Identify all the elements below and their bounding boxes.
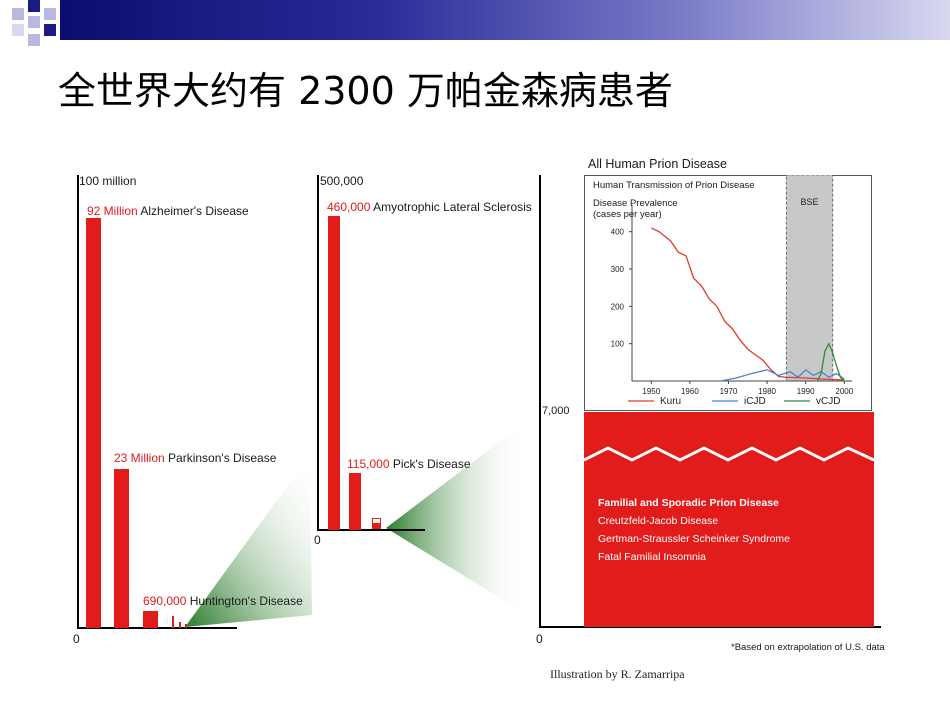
value-als: 460,000 bbox=[327, 200, 371, 214]
series-line-icjd bbox=[720, 368, 845, 382]
label-alzheimers: 92 Million Alzheimer's Disease bbox=[87, 204, 249, 218]
prion-block-title: Familial and Sporadic Prion Disease bbox=[598, 497, 779, 509]
chart2-zero-label: 0 bbox=[314, 533, 321, 547]
header-square bbox=[44, 8, 56, 20]
bse-shaded-region bbox=[785, 175, 834, 382]
page-title: 全世界大约有 2300 万帕金森病患者 bbox=[58, 69, 673, 113]
value-alzheimers: 92 Million bbox=[87, 204, 138, 218]
y-tick-label: 300 bbox=[611, 265, 625, 274]
illustration-credit: Illustration by R. Zamarripa bbox=[550, 667, 685, 681]
chart2-y-axis bbox=[317, 175, 319, 530]
value-parkinsons: 23 Million bbox=[114, 451, 165, 465]
bar-picks bbox=[349, 473, 361, 530]
inset-title: Human Transmission of Prion Disease bbox=[593, 180, 755, 191]
x-tick-label: 1950 bbox=[642, 387, 660, 396]
name-huntingtons: Huntington's Disease bbox=[189, 594, 303, 608]
header-gradient-bar bbox=[60, 0, 950, 40]
y-tick-label: 200 bbox=[611, 302, 625, 311]
header-square bbox=[12, 24, 24, 36]
x-tick-label: 1960 bbox=[681, 387, 699, 396]
legend-label-vcjd: vCJD bbox=[816, 396, 840, 407]
prion-item-gss: Gertman-Straussler Scheinker Syndrome bbox=[598, 533, 790, 545]
x-tick-label: 2000 bbox=[835, 387, 853, 396]
inset-plot: BSE 1950 1960 1970 1980 1990 2000 100 200 300 400 K… bbox=[611, 175, 854, 407]
bar-parkinsons bbox=[114, 469, 129, 628]
chart3-scale-label: 7,000 bbox=[542, 405, 570, 417]
name-picks: Pick's Disease bbox=[392, 457, 471, 471]
break-zigzag bbox=[584, 446, 874, 462]
chart1-y-axis bbox=[77, 175, 79, 628]
name-parkinsons: Parkinson's Disease bbox=[168, 451, 277, 465]
bar-small-2 bbox=[179, 622, 181, 628]
y-tick-label: 400 bbox=[611, 228, 625, 237]
chart3-y-axis bbox=[539, 175, 541, 627]
prion-block bbox=[584, 412, 874, 627]
chart2-x-axis bbox=[317, 529, 425, 531]
chart1-x-axis bbox=[77, 627, 237, 629]
chart3-title: All Human Prion Disease bbox=[588, 157, 727, 171]
header-square bbox=[28, 34, 40, 46]
footnote: *Based on extrapolation of U.S. data bbox=[731, 642, 885, 653]
header-square bbox=[44, 24, 56, 36]
bar-prion-marker bbox=[372, 518, 381, 529]
bar-small-3 bbox=[185, 624, 187, 628]
bar-alzheimers bbox=[86, 218, 101, 628]
bar-prion-fill bbox=[373, 523, 380, 528]
header-square bbox=[28, 16, 40, 28]
header-square bbox=[28, 0, 40, 12]
header-square bbox=[12, 8, 24, 20]
inset-ylabel: Disease Prevalence (cases per year) bbox=[593, 198, 678, 220]
legend-label-kuru: Kuru bbox=[660, 396, 681, 407]
value-huntingtons: 690,000 bbox=[143, 594, 187, 608]
label-parkinsons: 23 Million Parkinson's Disease bbox=[114, 451, 276, 465]
header-band bbox=[0, 0, 950, 48]
bse-label: BSE bbox=[801, 197, 819, 207]
name-als: Amyotrophic Lateral Sclerosis bbox=[373, 200, 532, 214]
bar-als bbox=[328, 216, 340, 530]
x-tick-label: 1970 bbox=[720, 387, 738, 396]
zoom-wedge-left bbox=[185, 455, 312, 627]
bar-huntingtons bbox=[143, 611, 158, 628]
zoom-wedge-right bbox=[386, 420, 528, 615]
series-line-kuru bbox=[651, 227, 845, 381]
legend-label-icjd: iCJD bbox=[744, 396, 766, 407]
x-tick-label: 1980 bbox=[758, 387, 776, 396]
label-huntingtons: 690,000 Huntington's Disease bbox=[143, 594, 303, 608]
prion-item-cjd: Creutzfeld-Jacob Disease bbox=[598, 515, 719, 527]
chart1-zero-label: 0 bbox=[73, 632, 80, 646]
prion-item-ffi: Fatal Familial Insomnia bbox=[598, 551, 706, 563]
value-picks: 115,000 bbox=[347, 457, 390, 471]
y-tick-label: 100 bbox=[611, 340, 625, 349]
label-als: 460,000 Amyotrophic Lateral Sclerosis bbox=[327, 200, 532, 214]
chart2-scale-label: 500,000 bbox=[320, 174, 364, 188]
bar-small-1 bbox=[172, 616, 174, 628]
series-line-vcjd bbox=[816, 342, 845, 382]
label-picks: 115,000 Pick's Disease bbox=[347, 457, 471, 471]
chart1-scale-label: 100 million bbox=[79, 174, 137, 188]
name-alzheimers: Alzheimer's Disease bbox=[140, 204, 249, 218]
x-tick-label: 1990 bbox=[797, 387, 815, 396]
chart3-zero-label: 0 bbox=[536, 632, 543, 646]
chart3-x-axis bbox=[539, 626, 881, 628]
